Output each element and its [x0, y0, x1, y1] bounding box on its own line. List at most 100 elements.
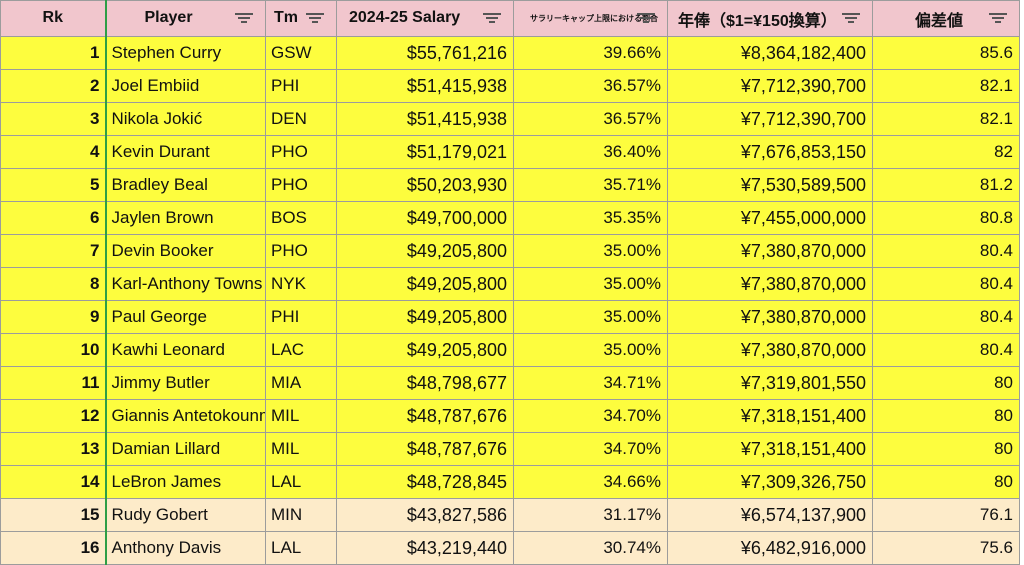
cell-player[interactable]: Kevin Durant: [104, 135, 266, 169]
column-header-tm[interactable]: Tm: [265, 0, 337, 37]
cell-rk[interactable]: 16: [0, 531, 106, 565]
cell-cap-pct[interactable]: 36.57%: [513, 69, 668, 103]
cell-team[interactable]: DEN: [265, 102, 337, 136]
cell-salary[interactable]: $43,219,440: [336, 531, 514, 565]
cell-cap-pct[interactable]: 34.66%: [513, 465, 668, 499]
cell-rk[interactable]: 11: [0, 366, 106, 400]
cell-deviation[interactable]: 81.2: [872, 168, 1020, 202]
cell-yen[interactable]: ¥7,712,390,700: [667, 69, 873, 103]
cell-team[interactable]: PHO: [265, 135, 337, 169]
cell-deviation[interactable]: 80.4: [872, 300, 1020, 334]
cell-rk[interactable]: 5: [0, 168, 106, 202]
cell-rk[interactable]: 14: [0, 465, 106, 499]
cell-rk[interactable]: 6: [0, 201, 106, 235]
filter-icon[interactable]: [637, 13, 655, 25]
filter-icon[interactable]: [306, 13, 324, 25]
filter-icon[interactable]: [842, 13, 860, 25]
cell-cap-pct[interactable]: 36.57%: [513, 102, 668, 136]
cell-team[interactable]: GSW: [265, 36, 337, 70]
cell-yen[interactable]: ¥7,530,589,500: [667, 168, 873, 202]
cell-cap-pct[interactable]: 34.70%: [513, 432, 668, 466]
cell-rk[interactable]: 13: [0, 432, 106, 466]
cell-yen[interactable]: ¥7,319,801,550: [667, 366, 873, 400]
cell-salary[interactable]: $48,728,845: [336, 465, 514, 499]
cell-deviation[interactable]: 80: [872, 399, 1020, 433]
cell-salary[interactable]: $48,787,676: [336, 399, 514, 433]
cell-team[interactable]: NYK: [265, 267, 337, 301]
cell-cap-pct[interactable]: 31.17%: [513, 498, 668, 532]
cell-yen[interactable]: ¥7,380,870,000: [667, 300, 873, 334]
cell-team[interactable]: MIL: [265, 399, 337, 433]
cell-cap-pct[interactable]: 35.00%: [513, 234, 668, 268]
cell-team[interactable]: PHI: [265, 69, 337, 103]
cell-player[interactable]: Jaylen Brown: [104, 201, 266, 235]
cell-cap-pct[interactable]: 30.74%: [513, 531, 668, 565]
cell-cap-pct[interactable]: 35.71%: [513, 168, 668, 202]
cell-cap-pct[interactable]: 36.40%: [513, 135, 668, 169]
filter-icon[interactable]: [235, 13, 253, 25]
cell-salary[interactable]: $49,205,800: [336, 300, 514, 334]
column-header-rk[interactable]: Rk: [0, 0, 106, 37]
cell-player[interactable]: Karl-Anthony Towns: [104, 267, 266, 301]
cell-cap-pct[interactable]: 34.70%: [513, 399, 668, 433]
cell-salary[interactable]: $51,415,938: [336, 102, 514, 136]
cell-player[interactable]: Rudy Gobert: [104, 498, 266, 532]
cell-player[interactable]: Jimmy Butler: [104, 366, 266, 400]
cell-salary[interactable]: $49,205,800: [336, 267, 514, 301]
cell-rk[interactable]: 9: [0, 300, 106, 334]
cell-player[interactable]: Damian Lillard: [104, 432, 266, 466]
column-header-player[interactable]: Player: [104, 0, 266, 37]
cell-deviation[interactable]: 82: [872, 135, 1020, 169]
cell-yen[interactable]: ¥7,318,151,400: [667, 399, 873, 433]
cell-rk[interactable]: 7: [0, 234, 106, 268]
cell-deviation[interactable]: 82.1: [872, 69, 1020, 103]
cell-rk[interactable]: 1: [0, 36, 106, 70]
cell-team[interactable]: MIA: [265, 366, 337, 400]
cell-cap-pct[interactable]: 35.00%: [513, 300, 668, 334]
cell-deviation[interactable]: 80: [872, 432, 1020, 466]
cell-player[interactable]: LeBron James: [104, 465, 266, 499]
cell-team[interactable]: PHO: [265, 234, 337, 268]
cell-yen[interactable]: ¥7,380,870,000: [667, 234, 873, 268]
cell-team[interactable]: PHI: [265, 300, 337, 334]
cell-salary[interactable]: $43,827,586: [336, 498, 514, 532]
cell-cap-pct[interactable]: 35.00%: [513, 267, 668, 301]
cell-salary[interactable]: $48,798,677: [336, 366, 514, 400]
cell-yen[interactable]: ¥7,309,326,750: [667, 465, 873, 499]
cell-cap-pct[interactable]: 39.66%: [513, 36, 668, 70]
cell-player[interactable]: Nikola Jokić: [104, 102, 266, 136]
cell-rk[interactable]: 15: [0, 498, 106, 532]
cell-deviation[interactable]: 80.8: [872, 201, 1020, 235]
cell-cap-pct[interactable]: 34.71%: [513, 366, 668, 400]
cell-deviation[interactable]: 80: [872, 366, 1020, 400]
cell-team[interactable]: LAL: [265, 531, 337, 565]
cell-deviation[interactable]: 80.4: [872, 333, 1020, 367]
cell-team[interactable]: LAC: [265, 333, 337, 367]
cell-yen[interactable]: ¥6,574,137,900: [667, 498, 873, 532]
filter-icon[interactable]: [483, 13, 501, 25]
cell-rk[interactable]: 2: [0, 69, 106, 103]
cell-player[interactable]: Bradley Beal: [104, 168, 266, 202]
cell-team[interactable]: MIL: [265, 432, 337, 466]
cell-deviation[interactable]: 82.1: [872, 102, 1020, 136]
cell-rk[interactable]: 12: [0, 399, 106, 433]
cell-salary[interactable]: $51,415,938: [336, 69, 514, 103]
cell-yen[interactable]: ¥7,318,151,400: [667, 432, 873, 466]
cell-rk[interactable]: 4: [0, 135, 106, 169]
filter-icon[interactable]: [989, 13, 1007, 25]
cell-rk[interactable]: 3: [0, 102, 106, 136]
cell-deviation[interactable]: 76.1: [872, 498, 1020, 532]
column-header-deviation[interactable]: 偏差値: [872, 0, 1020, 37]
cell-deviation[interactable]: 85.6: [872, 36, 1020, 70]
cell-salary[interactable]: $50,203,930: [336, 168, 514, 202]
cell-rk[interactable]: 8: [0, 267, 106, 301]
cell-player[interactable]: Devin Booker: [104, 234, 266, 268]
cell-salary[interactable]: $49,700,000: [336, 201, 514, 235]
cell-salary[interactable]: $49,205,800: [336, 234, 514, 268]
cell-yen[interactable]: ¥7,676,853,150: [667, 135, 873, 169]
cell-deviation[interactable]: 80.4: [872, 267, 1020, 301]
cell-team[interactable]: MIN: [265, 498, 337, 532]
cell-team[interactable]: PHO: [265, 168, 337, 202]
cell-yen[interactable]: ¥7,712,390,700: [667, 102, 873, 136]
cell-cap-pct[interactable]: 35.35%: [513, 201, 668, 235]
